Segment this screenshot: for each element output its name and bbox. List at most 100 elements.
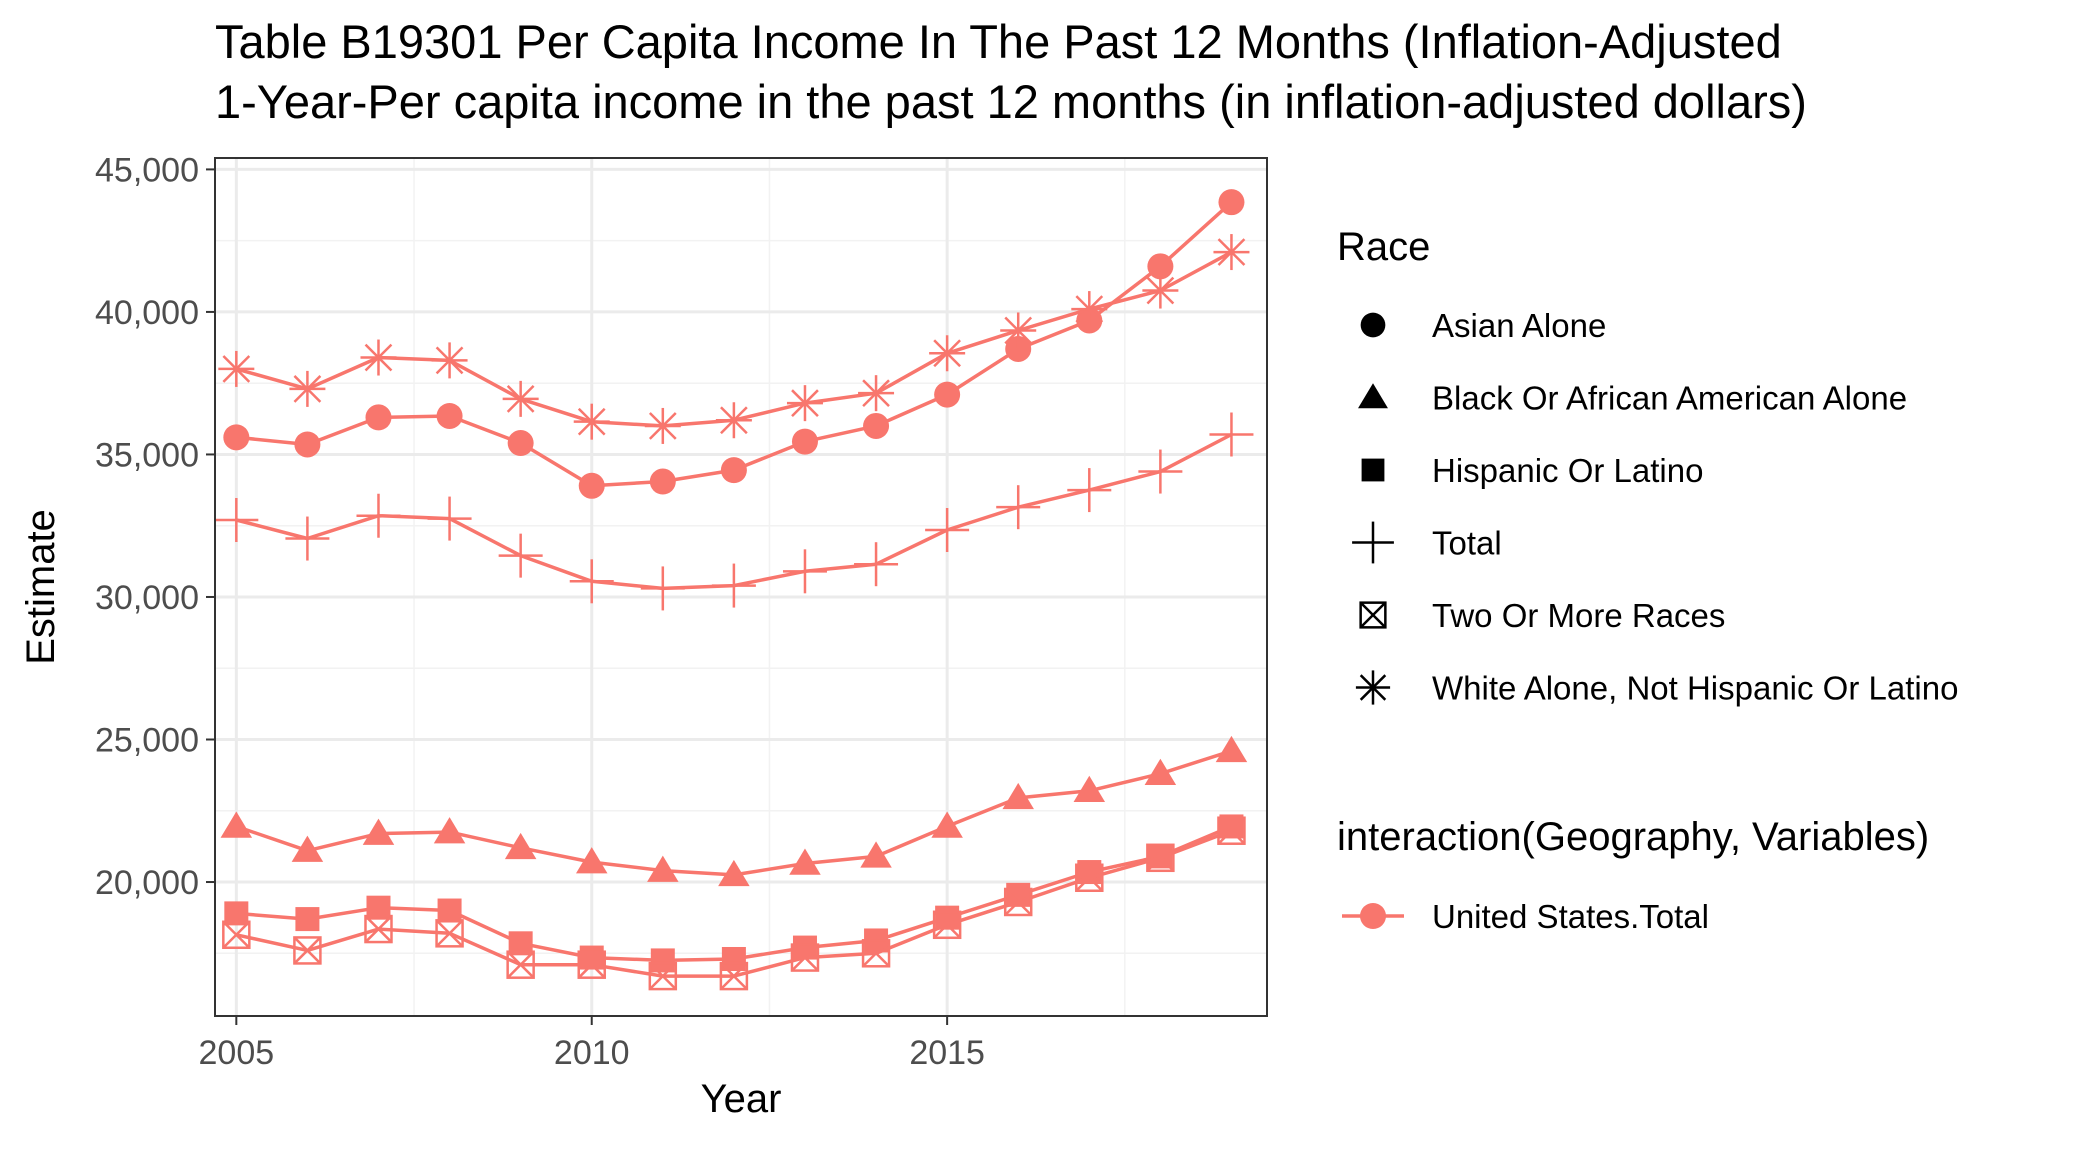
data-point-total [285,516,330,561]
data-point-two-or-more-races [719,961,749,991]
data-point-white-alone-not-hispanic-or-latino [1071,291,1108,328]
series-asian-alone [223,189,1245,499]
data-point-asian-alone [934,381,961,408]
y-axis-label: Estimate [19,509,63,665]
data-point-total [569,559,614,604]
data-point-black-or-african-american-alone [860,841,892,868]
legend-item: Hispanic Or Latino [1361,452,1703,489]
data-point-asian-alone [791,428,818,455]
y-tick-label: 45,000 [95,151,199,189]
data-point-total [854,542,899,587]
legend-label: Asian Alone [1432,307,1606,344]
data-point-white-alone-not-hispanic-or-latino [929,335,966,372]
legend-symbol-triangle [1358,383,1388,409]
data-point-two-or-more-races [1003,887,1033,917]
data-point-total [214,498,259,543]
legend-label: Two Or More Races [1432,597,1725,634]
legend-item: Two Or More Races [1359,597,1725,634]
data-point-asian-alone [223,424,250,451]
data-point-two-or-more-races [932,910,962,940]
data-point-black-or-african-american-alone [433,817,466,844]
legend-item: United States.Total [1342,898,1709,935]
data-point-two-or-more-races [790,943,820,972]
data-point-total [996,485,1041,530]
data-point-black-or-african-american-alone [1144,758,1177,785]
legend-item: Black Or African American Alone [1358,380,1907,417]
data-point-black-or-african-american-alone [789,848,821,875]
y-tick-label: 40,000 [95,294,199,332]
data-point-black-or-african-american-alone [718,859,750,887]
legend-label: United States.Total [1432,898,1709,935]
x-tick-label: 2010 [554,1034,630,1072]
legend-item: White Alone, Not Hispanic Or Latino [1355,670,1958,707]
data-point-asian-alone [720,457,747,484]
data-point-white-alone-not-hispanic-or-latino [218,350,255,387]
data-point-total [711,563,756,608]
legend-label: Black Or African American Alone [1432,380,1907,417]
legend-symbol-asterisk [1355,670,1391,705]
y-tick-label: 20,000 [95,864,199,902]
legend-label: Hispanic Or Latino [1432,452,1703,489]
x-axis-label: Year [701,1077,782,1121]
legend-symbol-plus [1352,521,1394,564]
data-point-total [1138,449,1183,494]
y-tick-label: 30,000 [95,579,199,617]
data-point-hispanic-or-latino [295,907,320,932]
data-point-black-or-african-american-alone [362,818,395,845]
legend-title-race: Race [1337,225,1430,269]
data-point-white-alone-not-hispanic-or-latino [1213,234,1250,271]
data-point-total [498,533,543,578]
legend-symbol-square [1361,458,1385,482]
plot-border [214,157,1268,1017]
plot-panel [215,158,1267,1016]
data-point-white-alone-not-hispanic-or-latino [360,339,397,376]
data-point-hispanic-or-latino [437,898,462,923]
data-point-total [1209,412,1254,457]
series-black-or-african-american-alone [220,735,1248,887]
data-point-asian-alone [1005,335,1032,362]
legend-label: White Alone, Not Hispanic Or Latino [1432,670,1958,707]
data-point-white-alone-not-hispanic-or-latino [431,342,468,379]
data-point-total [1067,468,1112,513]
data-point-white-alone-not-hispanic-or-latino [858,375,895,412]
data-point-two-or-more-races [648,961,678,991]
data-point-black-or-african-american-alone [575,847,608,874]
data-point-white-alone-not-hispanic-or-latino [1142,272,1179,309]
data-point-asian-alone [1147,253,1174,280]
legend-label: Total [1432,525,1502,562]
chart-title-line-2: 1-Year-Per capita income in the past 12 … [215,75,1807,128]
data-point-asian-alone [365,404,392,431]
data-point-black-or-african-american-alone [220,811,253,838]
data-point-black-or-african-american-alone [1073,775,1106,803]
data-point-asian-alone [1218,189,1245,216]
legend-key-point [1360,903,1386,929]
axes-layer: 2005 2010 2015 20,000 25,000 30,000 35,000 40,0… [95,151,985,1072]
data-point-total [782,549,827,594]
data-point-black-or-african-american-alone [931,811,963,838]
data-point-white-alone-not-hispanic-or-latino [715,402,752,439]
data-point-two-or-more-races [222,920,251,950]
chart-title-line-1: Table B19301 Per Capita Income In The Pa… [215,15,1782,68]
y-tick-label: 35,000 [95,436,199,474]
data-point-white-alone-not-hispanic-or-latino [644,407,681,444]
data-point-two-or-more-races [506,950,535,979]
data-point-total [356,493,401,538]
data-point-white-alone-not-hispanic-or-latino [502,380,539,417]
data-point-two-or-more-races [293,936,322,965]
data-point-total [427,496,472,541]
legend-symbol-square-x [1359,601,1387,629]
data-point-two-or-more-races [1146,843,1175,873]
data-point-asian-alone [578,472,605,499]
legend-symbol-circle [1360,312,1386,338]
data-point-white-alone-not-hispanic-or-latino [1000,312,1037,349]
data-point-two-or-more-races [364,914,393,944]
data-point-white-alone-not-hispanic-or-latino [786,385,823,422]
data-point-total [925,507,970,552]
data-point-two-or-more-races [435,919,464,948]
data-point-black-or-african-american-alone [504,832,537,860]
data-point-asian-alone [863,412,890,439]
series-white-alone-not-hispanic-or-latino [218,234,1250,444]
y-tick-label: 25,000 [95,722,199,760]
data-point-asian-alone [436,402,463,429]
